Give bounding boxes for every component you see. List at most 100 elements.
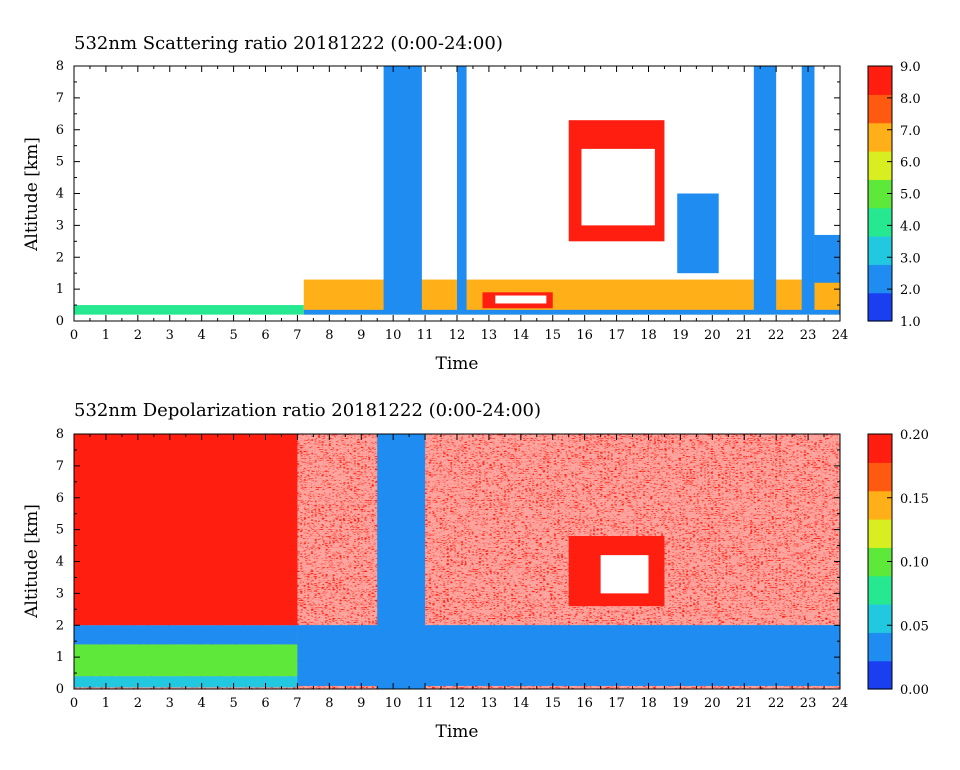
y-tick-label: 6 (56, 491, 64, 506)
depolarization-x-axis-title: Time (436, 722, 479, 742)
heatmap-feature (74, 305, 304, 315)
colorbar-tick-label: 3.0 (900, 251, 921, 266)
heatmap-feature (801, 66, 815, 312)
y-tick-label: 0 (56, 314, 64, 329)
x-tick-label: 21 (736, 328, 753, 343)
colorbar-tick-label: 1.0 (900, 315, 921, 330)
heatmap-feature (74, 644, 298, 677)
x-tick-label: 7 (293, 696, 301, 711)
y-tick-label: 1 (56, 282, 64, 297)
y-tick-label: 0 (56, 682, 64, 697)
y-tick-label: 3 (56, 218, 64, 233)
x-tick-label: 8 (325, 328, 333, 343)
x-tick-label: 11 (417, 328, 434, 343)
x-tick-label: 3 (166, 696, 174, 711)
scattering-x-axis-title: Time (436, 354, 479, 374)
saturated-cloud-core (581, 148, 655, 226)
y-tick-label: 7 (56, 459, 64, 474)
x-tick-label: 18 (640, 328, 657, 343)
colorbar-tick-label: 0.10 (900, 556, 929, 571)
boundary-layer-band (74, 625, 298, 645)
x-tick-label: 2 (134, 696, 142, 711)
y-tick-label: 5 (56, 523, 64, 538)
colorbar-swatch (868, 604, 892, 633)
surface-layer (303, 309, 840, 315)
x-tick-label: 6 (261, 696, 269, 711)
y-tick-label: 6 (56, 123, 64, 138)
x-tick-label: 5 (229, 696, 237, 711)
depolarization-x-axis: 0 1 2 3 4 5 6 7 8 9 10 11 12 13 14 15 16 17 18 19 20 21 22 23 24 (70, 434, 848, 711)
saturated-layer-core (495, 295, 547, 304)
y-tick-label: 4 (56, 187, 64, 202)
y-tick-label: 8 (56, 427, 64, 442)
x-tick-label: 20 (704, 328, 721, 343)
colorbar-tick-label: 0.15 (900, 492, 929, 507)
y-tick-label: 3 (56, 586, 64, 601)
y-tick-label: 8 (56, 59, 64, 74)
y-tick-label: 2 (56, 250, 64, 265)
depolarization-panel: 532nm Depolarization ratio 20181222 (0:0… (22, 400, 929, 742)
x-tick-label: 4 (198, 696, 206, 711)
x-tick-label: 11 (417, 696, 434, 711)
y-tick-label: 4 (56, 555, 64, 570)
x-tick-label: 13 (481, 328, 498, 343)
x-tick-label: 16 (576, 696, 593, 711)
heatmap-feature (457, 66, 467, 312)
colorbar-swatch (868, 632, 892, 662)
x-tick-label: 10 (385, 696, 402, 711)
scattering-y-axis-title: Altitude [km] (22, 137, 42, 252)
depolarization-y-axis: 0 1 2 3 4 5 6 7 8 (56, 427, 840, 697)
colorbar-swatch (868, 490, 892, 520)
colorbar-swatch (868, 292, 892, 322)
heatmap-feature (74, 434, 298, 626)
depolarization-heatmap (74, 434, 840, 689)
x-tick-label: 17 (608, 328, 625, 343)
colorbar-swatch (868, 94, 892, 124)
y-tick-label: 5 (56, 155, 64, 170)
colorbar-swatch (868, 264, 892, 294)
colorbar-tick-label: 5.0 (900, 188, 921, 203)
depolarization-colorbar: 0.00 0.05 0.10 0.15 0.20 (867, 428, 929, 698)
scattering-y-axis: 0 1 2 3 4 5 6 7 8 (56, 59, 840, 329)
colorbar-tick-label: 0.20 (900, 428, 929, 443)
x-tick-label: 2 (134, 328, 142, 343)
surface-band (74, 676, 298, 688)
colorbar-swatch (868, 434, 892, 463)
x-tick-label: 15 (544, 328, 561, 343)
x-tick-label: 22 (768, 696, 785, 711)
x-tick-label: 3 (166, 328, 174, 343)
colorbar-swatch (868, 236, 892, 265)
x-tick-label: 19 (672, 696, 689, 711)
colorbar-tick-label: 7.0 (900, 124, 921, 139)
x-tick-label: 19 (672, 328, 689, 343)
colorbar-swatch (868, 575, 892, 605)
colorbar-swatch (868, 660, 892, 690)
x-tick-label: 23 (800, 328, 817, 343)
x-tick-label: 1 (102, 328, 110, 343)
saturated-depol-core (600, 555, 649, 594)
scattering-x-axis: 0 1 2 3 4 5 6 7 8 9 10 11 12 13 14 15 16 17 18 19 20 21 22 23 24 (70, 66, 848, 343)
x-tick-label: 9 (357, 328, 365, 343)
colorbar-swatch (868, 519, 892, 548)
colorbar-tick-label: 8.0 (900, 92, 921, 107)
colorbar-tick-label: 0.00 (900, 683, 929, 698)
x-tick-label: 18 (640, 696, 657, 711)
x-tick-label: 21 (736, 696, 753, 711)
x-tick-label: 13 (481, 696, 498, 711)
x-tick-label: 6 (261, 328, 269, 343)
heatmap-feature (297, 625, 840, 686)
x-tick-label: 24 (832, 328, 849, 343)
colorbar-tick-label: 2.0 (900, 283, 921, 298)
x-tick-label: 0 (70, 696, 78, 711)
x-tick-label: 7 (293, 328, 301, 343)
scattering-colorbar: 1.0 2.0 3.0 4.0 5.0 6.0 7.0 8.0 9.0 (867, 60, 921, 330)
x-tick-label: 20 (704, 696, 721, 711)
heatmap-feature (383, 66, 422, 312)
depolarization-title: 532nm Depolarization ratio 20181222 (0:0… (74, 400, 541, 421)
x-tick-label: 0 (70, 328, 78, 343)
scattering-heatmap (74, 66, 840, 321)
colorbar-tick-label: 9.0 (900, 60, 921, 75)
x-tick-label: 23 (800, 696, 817, 711)
x-tick-label: 5 (229, 328, 237, 343)
colorbar-swatch (868, 207, 892, 237)
